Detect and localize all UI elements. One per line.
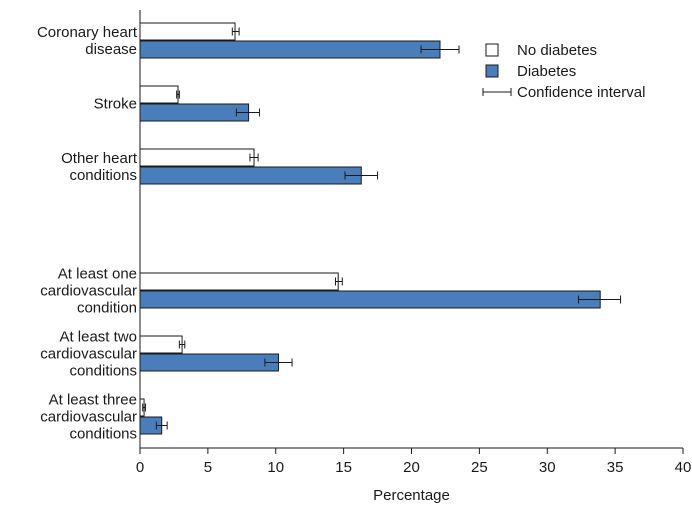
bar-diabetes-1 — [139, 103, 250, 122]
bar-no-diabetes-0 — [139, 22, 236, 41]
bar-diabetes-0 — [139, 40, 441, 59]
confidence-interval-diabetes-2 — [344, 171, 379, 180]
x-tick-label-4: 20 — [403, 459, 420, 476]
confidence-interval-no-diabetes-0 — [231, 27, 240, 36]
confidence-interval-no-diabetes-2 — [249, 153, 259, 162]
legend-label-1: Diabetes — [517, 63, 576, 80]
legend: No diabetes Diabetes Confidence interval — [482, 42, 645, 101]
x-tick-label-5: 25 — [471, 459, 488, 476]
legend-swatch-0 — [485, 43, 499, 57]
confidence-interval-diabetes-1 — [235, 108, 260, 117]
x-tick-label-8: 40 — [675, 459, 692, 476]
confidence-interval-diabetes-3 — [577, 295, 622, 304]
bar-diabetes-4 — [139, 353, 279, 372]
x-tick-label-0: 0 — [136, 459, 144, 476]
confidence-interval-diabetes-0 — [420, 45, 460, 54]
error-bars-layer — [142, 27, 622, 430]
bar-no-diabetes-1 — [139, 85, 179, 104]
confidence-interval-no-diabetes-1 — [176, 90, 180, 99]
x-tick-label-3: 15 — [335, 459, 352, 476]
confidence-interval-diabetes-5 — [155, 421, 168, 430]
confidence-interval-diabetes-4 — [264, 358, 293, 367]
bar-no-diabetes-2 — [139, 148, 255, 167]
legend-label-2: Confidence interval — [517, 84, 645, 101]
confidence-interval-no-diabetes-3 — [334, 277, 343, 286]
legend-swatch-1 — [485, 64, 499, 78]
bar-no-diabetes-3 — [139, 272, 339, 291]
category-label-4: At least two cardiovascular conditions — [40, 329, 137, 380]
category-label-3: At least one cardiovascular condition — [40, 266, 137, 317]
x-tick-label-1: 5 — [204, 459, 212, 476]
axes-layer: 0 5 10 15 20 25 30 35 40 Percentage — [136, 10, 692, 504]
confidence-interval-no-diabetes-4 — [178, 340, 186, 349]
bar-diabetes-2 — [139, 166, 362, 185]
category-label-5: At least three cardiovascular conditions — [40, 392, 137, 443]
bar-diabetes-3 — [139, 290, 601, 309]
legend-swatch-confidence-interval — [482, 88, 512, 96]
x-axis-title: Percentage — [373, 487, 450, 504]
category-label-0: Coronary heart disease — [37, 24, 138, 58]
x-tick-label-2: 10 — [267, 459, 284, 476]
x-tick-label-6: 30 — [539, 459, 556, 476]
category-label-1: Stroke — [94, 96, 137, 113]
category-labels-layer: Coronary heart disease Stroke Other heart co… — [37, 24, 138, 443]
legend-label-0: No diabetes — [517, 42, 597, 59]
x-tick-label-7: 35 — [607, 459, 624, 476]
bar-no-diabetes-4 — [139, 335, 183, 354]
category-label-2: Other heart conditions — [61, 150, 138, 184]
confidence-interval-no-diabetes-5 — [142, 403, 146, 412]
